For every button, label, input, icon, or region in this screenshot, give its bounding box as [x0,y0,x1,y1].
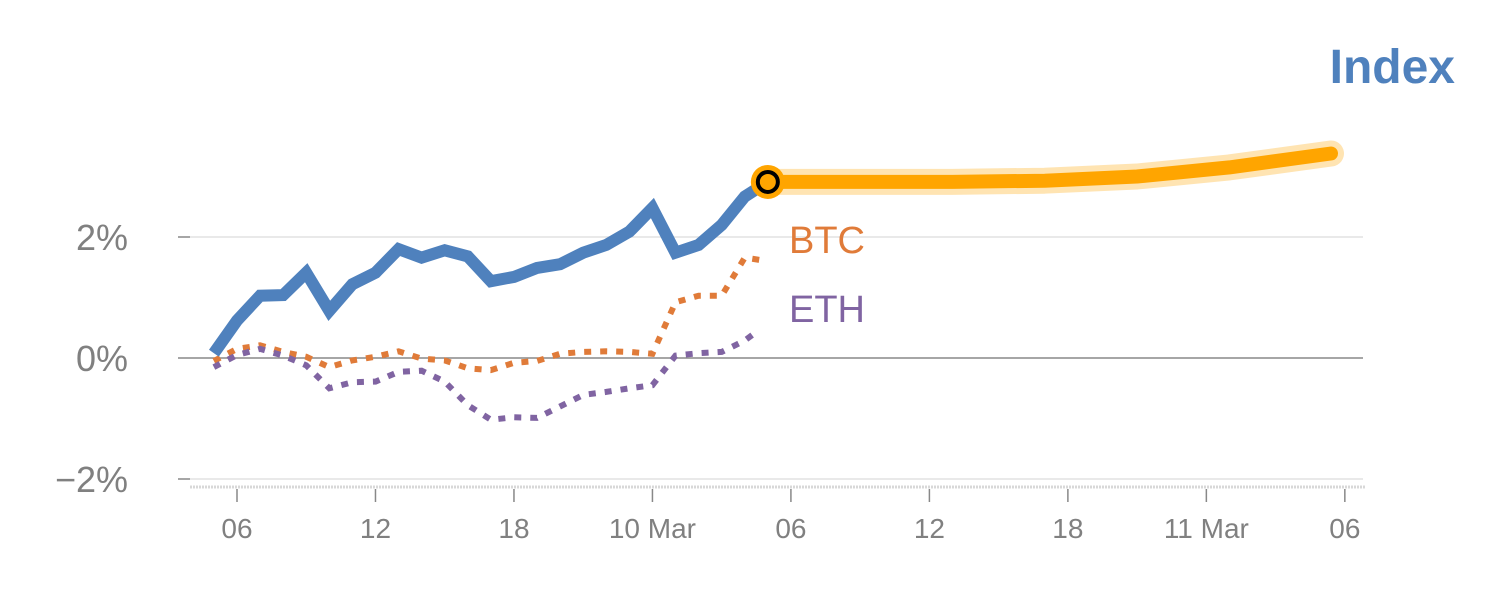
x-tick-label: 18 [1052,513,1083,544]
series-line-index [208,176,772,357]
x-tick-label: 06 [221,513,252,544]
y-tick-label: 2% [76,217,128,258]
series-line-btc [212,254,769,374]
x-tick-label: 12 [360,513,391,544]
series-label-btc: BTC [789,220,865,262]
x-tick-label: 06 [1329,513,1360,544]
current-point-marker-outer [750,164,785,199]
forecast-line [760,146,1338,189]
y-tick-label: 0% [76,338,128,379]
x-tick-label: 10 Mar [609,513,696,544]
y-tick-label: −2% [55,459,128,500]
x-tick-label: 06 [775,513,806,544]
chart-title: Index [1330,41,1456,94]
x-tick-label: 12 [914,513,945,544]
x-tick-label: 11 Mar [1164,513,1249,544]
current-point-marker [755,169,780,194]
series-line-eth [212,329,759,423]
x-tick-label: 18 [498,513,529,544]
series-label-eth: ETH [789,289,865,331]
